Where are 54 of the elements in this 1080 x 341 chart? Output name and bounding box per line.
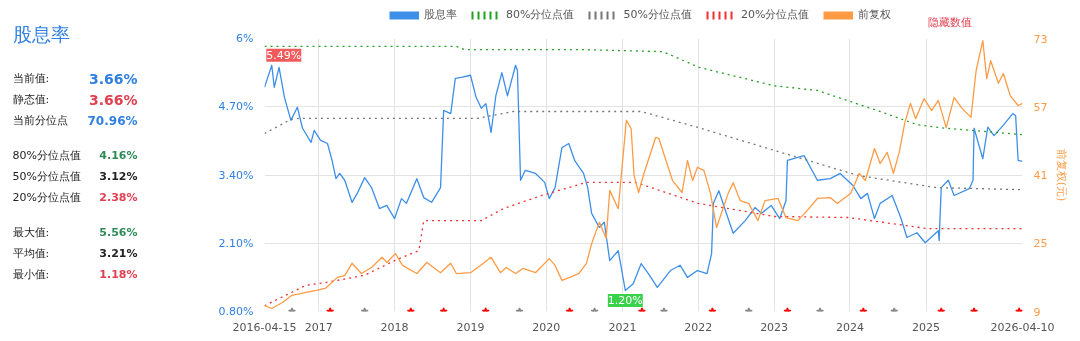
y-tick-label: 0.80% [218,305,254,318]
x-tick-label: 2022 [684,320,713,334]
text: 3.12% [99,170,138,183]
text: 股息率 [12,22,70,45]
line-series [264,39,1023,310]
annotation: 1.20% [607,294,643,307]
legend-label: 50%分位点值 [623,7,692,22]
legend-label: 前复权 [858,7,892,22]
text: 当前分位点 [12,114,68,127]
y-tick-label: 2.10% [218,236,254,250]
y-tick-label: 4.70% [218,100,254,114]
x-tick-label: 2019 [456,320,485,334]
x-tick-label: 2021 [608,320,637,334]
text: 静态值: [12,93,50,106]
text: 3.66% [88,70,138,87]
y-tick-label: 3.40% [218,168,254,182]
x-tick-label: 2026-04-10 [990,320,1055,334]
text: 20%分位点值 [12,191,81,204]
text: 80%分位点值 [12,149,81,162]
legend-label: 20%分位点值 [740,7,810,22]
text: 隐藏数值 [927,15,972,29]
annotation: 5.49% [266,48,302,62]
text: 3.21% [99,247,138,260]
text: 2.38% [99,191,138,204]
text: 70.96% [87,113,138,128]
text: 当前值: [12,72,50,85]
y2-axis-title: 前复权(元) [1055,148,1069,202]
legend-label: 股息率 [424,7,457,22]
y2-tick-label: 57 [1033,100,1048,114]
line-series [264,64,1023,292]
y-tick-label: 6% [236,32,254,45]
line-series [264,110,1023,191]
x-tick-label: 2023 [760,320,789,334]
y2-tick-label: 25 [1033,237,1048,251]
x-tick-label: 2018 [380,320,409,334]
y2-tick-label: 41 [1033,169,1048,182]
text: 50%分位点值 [12,170,81,183]
text: 最小值: [12,268,50,281]
y2-tick-label: 73 [1033,32,1048,46]
x-tick-label: 2024 [835,320,864,334]
x-tick-label: 2020 [532,320,561,334]
line-series [264,181,1023,307]
legend-label: 80%分位点值 [506,7,575,22]
text: 3.66% [88,91,138,108]
x-tick-label: 2017 [304,320,333,334]
text: 4.16% [99,149,138,162]
line-series [264,45,1023,136]
text: 平均值: [12,247,50,260]
text: 1.18% [99,268,138,281]
x-tick-label: 2025 [912,320,941,334]
x-tick-label: 2016-04-15 [232,320,297,334]
y2-tick-label: 9 [1033,305,1041,319]
text: 最大值: [12,226,50,239]
text: 5.56% [99,226,138,239]
